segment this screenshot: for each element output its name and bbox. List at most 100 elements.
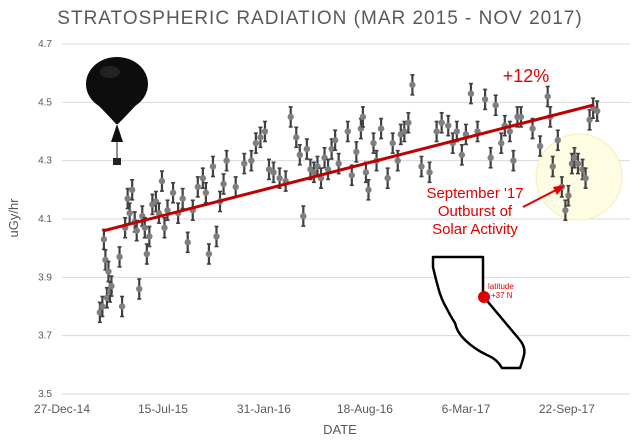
latitude-marker	[478, 291, 490, 303]
x-tick-label: 6-Mar-17	[442, 402, 491, 416]
data-point	[223, 149, 230, 172]
point-marker	[232, 183, 239, 191]
point-marker	[184, 239, 191, 246]
point-marker	[296, 151, 304, 159]
point-marker	[199, 174, 207, 182]
data-point	[261, 120, 269, 143]
data-point	[474, 120, 481, 143]
point-marker	[161, 224, 168, 231]
point-marker	[324, 166, 332, 173]
point-marker	[418, 163, 425, 170]
y-tick-label: 4.7	[38, 39, 52, 50]
trend-line	[102, 103, 595, 233]
point-marker	[143, 250, 151, 258]
point-marker	[300, 212, 307, 220]
y-axis-label: uGy/hr	[6, 198, 21, 238]
point-marker	[370, 139, 377, 147]
data-point	[510, 149, 517, 172]
point-marker	[108, 282, 115, 290]
point-marker	[303, 145, 311, 153]
data-point	[321, 146, 328, 169]
data-point	[248, 149, 255, 172]
point-marker	[348, 172, 356, 179]
point-marker	[248, 157, 255, 164]
data-point	[574, 152, 582, 175]
x-tick-label: 15-Jul-15	[138, 402, 188, 416]
data-point	[136, 278, 143, 300]
point-marker	[405, 119, 412, 126]
data-point	[169, 181, 177, 204]
data-point	[202, 181, 210, 204]
point-marker	[365, 186, 372, 194]
data-point	[353, 141, 360, 163]
point-marker	[270, 169, 277, 176]
point-marker	[582, 174, 589, 182]
point-marker	[529, 125, 536, 132]
percent-increase-label: +12%	[503, 66, 550, 86]
point-marker	[394, 157, 401, 164]
outburst-line-2: Outburst of	[438, 203, 513, 220]
point-marker	[554, 137, 562, 144]
data-point	[571, 146, 578, 169]
chart-title: STRATOSPHERIC RADIATION (MAR 2015 - NOV …	[57, 8, 582, 29]
data-point	[498, 132, 505, 154]
data-point	[296, 144, 304, 166]
point-marker	[100, 236, 108, 243]
data-point	[164, 199, 171, 222]
point-marker	[359, 113, 367, 121]
point-marker	[426, 169, 433, 176]
point-marker	[593, 107, 601, 115]
data-point	[389, 132, 396, 154]
point-marker	[179, 195, 186, 202]
y-tick-label: 3.7	[38, 331, 52, 342]
data-point	[426, 161, 433, 184]
data-point	[179, 187, 186, 210]
data-point	[377, 117, 385, 140]
data-point	[344, 120, 351, 143]
data-point	[213, 225, 220, 248]
point-marker	[99, 303, 106, 310]
data-point	[458, 144, 466, 166]
point-marker	[335, 160, 342, 167]
point-marker	[124, 195, 131, 202]
point-marker	[409, 81, 416, 89]
data-point	[593, 100, 601, 122]
data-point	[487, 146, 494, 169]
latitude-label-1: latitude	[488, 282, 514, 291]
point-marker	[389, 139, 396, 147]
data-point	[270, 161, 277, 184]
point-marker	[506, 128, 514, 135]
point-marker	[261, 128, 269, 135]
outburst-arrow	[522, 185, 565, 208]
data-point	[241, 152, 248, 175]
data-point	[582, 167, 589, 189]
point-marker	[209, 163, 217, 170]
point-marker	[458, 151, 466, 159]
data-point	[586, 109, 593, 131]
y-tick-label: 4.1	[38, 214, 52, 225]
y-tick-label: 4.3	[38, 156, 52, 167]
data-point	[300, 205, 307, 227]
point-marker	[265, 166, 273, 173]
data-point	[184, 231, 191, 254]
point-marker	[481, 96, 489, 103]
y-tick-label: 4.5	[38, 97, 52, 108]
data-point	[128, 179, 136, 201]
data-point	[265, 158, 273, 181]
data-point	[438, 111, 445, 134]
data-point	[506, 120, 514, 143]
data-point	[565, 184, 572, 207]
data-point	[359, 106, 367, 128]
data-point	[549, 155, 556, 178]
point-marker	[401, 128, 408, 135]
data-point	[433, 120, 440, 143]
point-marker	[252, 139, 260, 147]
point-marker	[498, 139, 505, 147]
data-point	[257, 126, 264, 149]
point-marker	[118, 303, 126, 310]
data-point	[282, 170, 289, 192]
point-marker	[287, 113, 294, 121]
data-point	[143, 243, 151, 265]
y-tick-label: 3.9	[38, 272, 52, 283]
data-point	[161, 216, 168, 239]
